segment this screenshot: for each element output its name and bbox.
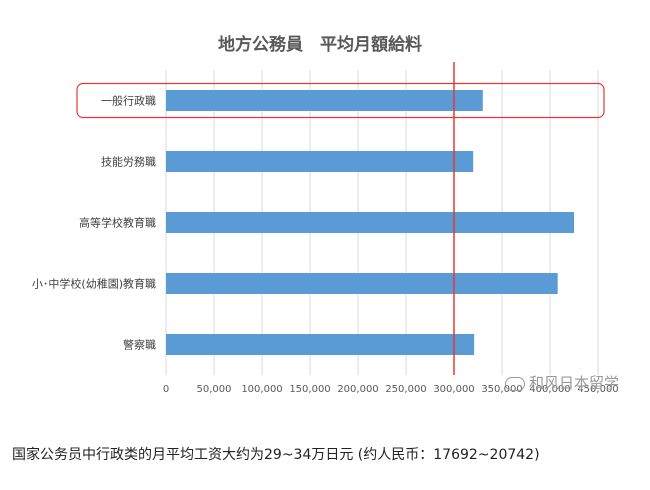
x-tick-label: 150,000: [289, 384, 330, 395]
category-label: 警察職: [123, 338, 156, 352]
highlight-box: [76, 82, 605, 119]
bar: [166, 90, 483, 111]
caption: 国家公务员中行政类的月平均工资大约为29~34万日元 (约人民币：17692~2…: [12, 447, 540, 463]
watermark: 和风日本留学: [505, 372, 619, 393]
x-tick-label: 0: [163, 384, 169, 395]
x-tick-labels: 0 50,000 100,000 150,000 200,000 250,000 300,0…: [163, 384, 619, 395]
category-label: 小･中学校(幼稚園)教育職: [32, 277, 156, 291]
bars: [166, 90, 574, 355]
bar: [166, 212, 574, 233]
bar: [166, 334, 475, 355]
highlight-box-group: [76, 82, 605, 119]
chart-title: 地方公務員 平均月額給料: [218, 34, 422, 55]
x-tick-label: 450,000: [577, 384, 618, 395]
wechat-icon: [505, 376, 525, 391]
bar: [166, 273, 558, 294]
category-label: 高等学校教育職: [79, 216, 156, 230]
bar-chart: 地方公務員 平均月額給料 一般行政職技能労務職高等学校教育職小･中学校(幼稚園)…: [32, 34, 619, 395]
x-tick-label: 400,000: [529, 384, 570, 395]
bar: [166, 151, 474, 172]
category-label: 一般行政職: [101, 94, 156, 108]
x-tick-label: 300,000: [433, 384, 474, 395]
watermark-text: 和风日本留学: [529, 374, 620, 392]
x-tick-label: 200,000: [337, 384, 378, 395]
x-tick-label: 100,000: [241, 384, 282, 395]
x-tick-label: 250,000: [385, 384, 426, 395]
category-label: 技能労務職: [101, 155, 156, 169]
x-tick-label: 350,000: [481, 384, 522, 395]
x-tick-label: 50,000: [197, 384, 232, 395]
